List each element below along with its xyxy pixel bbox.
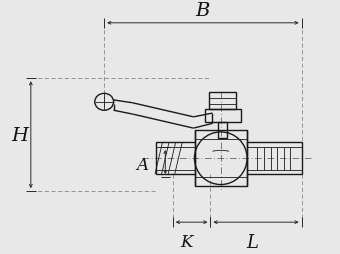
Bar <box>156 147 195 170</box>
Bar <box>205 110 240 123</box>
Text: L: L <box>247 233 259 251</box>
Text: K: K <box>181 233 193 250</box>
Bar <box>156 143 195 174</box>
Bar <box>195 131 247 187</box>
Text: B: B <box>196 2 210 20</box>
Bar <box>247 143 302 174</box>
Text: H: H <box>11 126 28 144</box>
Bar <box>218 123 227 138</box>
Bar <box>247 147 302 170</box>
Bar <box>209 93 236 110</box>
Text: A: A <box>136 157 148 174</box>
